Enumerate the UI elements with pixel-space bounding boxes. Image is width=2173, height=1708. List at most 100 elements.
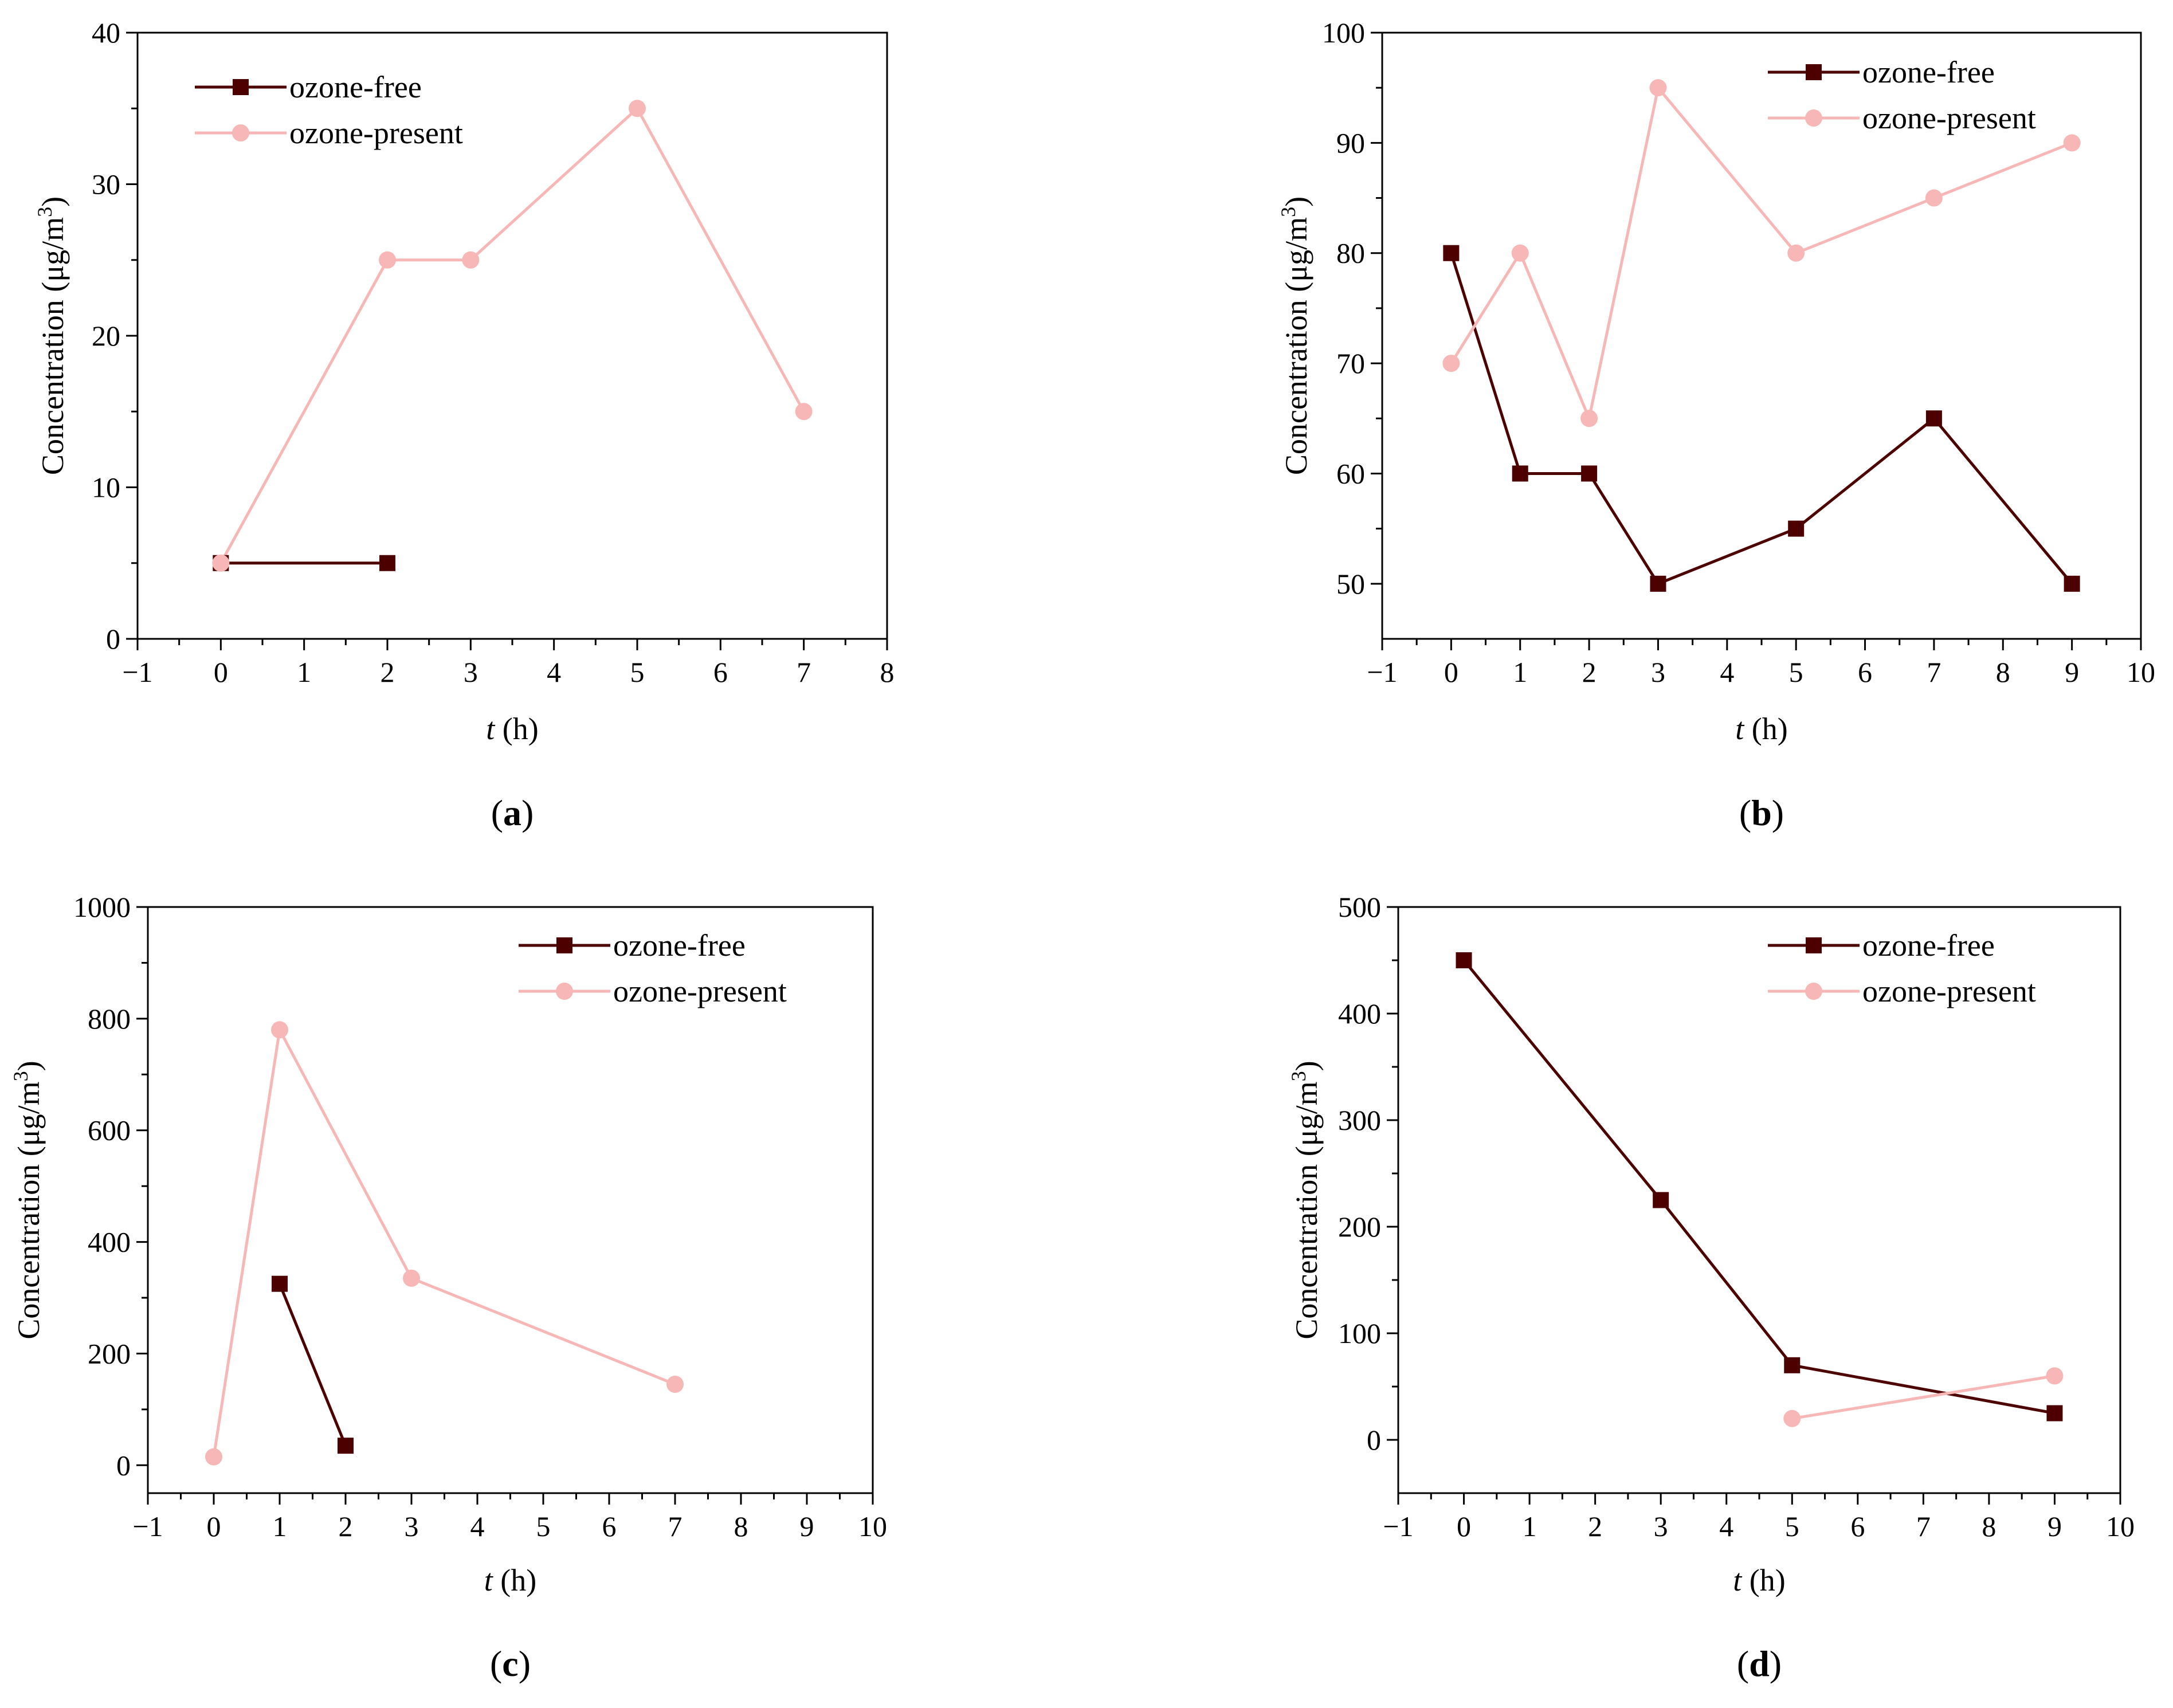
series-line-ozone-free [1449,252,2073,586]
legend-marker-ozone-present [556,983,573,1000]
y-axis-label-close: ) [1289,1061,1324,1071]
y-tick-label: 0 [1367,1424,1381,1456]
x-tick-label: 2 [1582,656,1597,688]
x-tick-label: −1 [122,656,152,688]
data-point-ozone-present [2063,134,2081,152]
x-tick-label: 9 [2048,1510,2062,1542]
x-tick-label: 6 [602,1510,617,1542]
series-line-ozone-present [219,106,805,564]
data-point-ozone-present [629,100,646,117]
panel-label: (d) [1737,1643,1782,1684]
x-tick-label: 1 [1513,656,1527,688]
x-tick-label: 3 [405,1510,419,1542]
data-point-ozone-free [2046,1405,2063,1422]
x-tick-label: 4 [470,1510,485,1542]
x-tick-label: 5 [536,1510,551,1542]
x-tick-label: 2 [381,656,395,688]
x-axis-label: t (h) [1733,1563,1785,1597]
data-point-ozone-free [1650,575,1666,592]
panel-label-open: ( [490,1643,502,1684]
x-axis-label-var: t [1733,1563,1743,1597]
x-axis-label-unit: (h) [495,712,538,746]
y-axis-label: Concentration (μg/m3) [1287,1061,1324,1339]
legend-label-ozone-present: ozone-present [1862,101,2036,135]
data-point-ozone-present [1580,410,1598,427]
data-point-ozone-free [1512,465,1528,482]
x-tick-label: 6 [1858,656,1872,688]
x-tick-label: 0 [1444,656,1458,688]
data-point-ozone-free [1784,1357,1801,1373]
x-tick-label: −1 [132,1510,163,1542]
panel-label-close: ) [519,1643,531,1684]
data-point-ozone-free [272,1275,288,1292]
data-point-ozone-present [212,554,230,572]
legend-label-ozone-present: ozone-present [289,116,463,150]
y-tick-label: 400 [1338,998,1381,1030]
x-axis-label: t (h) [1735,712,1787,746]
data-point-ozone-free [379,555,395,571]
x-tick-label: 1 [297,656,311,688]
y-tick-label: 200 [88,1337,131,1369]
y-axis-label-sup: 3 [9,1071,32,1081]
legend-marker-ozone-free [1806,937,1822,953]
x-axis-label: t (h) [484,1563,536,1597]
data-point-ozone-present [403,1269,420,1287]
x-tick-label: 3 [1651,656,1665,688]
legend-marker-ozone-present [1805,983,1822,1000]
x-tick-label: 9 [2065,656,2079,688]
x-tick-label: 4 [1719,1510,1733,1542]
x-tick-label: 8 [1982,1510,1996,1542]
y-tick-label: 600 [88,1114,131,1146]
y-tick-label: 100 [1338,1317,1381,1349]
y-tick-label: 60 [1336,457,1365,489]
panel-label-open: ( [1739,792,1751,833]
x-tick-label: 8 [880,656,895,688]
y-tick-label: 0 [106,623,120,655]
x-tick-label: 8 [734,1510,748,1542]
data-point-ozone-free [338,1438,354,1454]
x-tick-label: 9 [800,1510,814,1542]
x-tick-label: 1 [1523,1510,1537,1542]
x-axis-label: t (h) [486,712,538,746]
y-tick-label: 1000 [73,891,131,923]
y-axis-label-text: Concentration (μg/m [1289,1081,1324,1339]
y-tick-label: 10 [92,472,120,504]
y-tick-label: 0 [116,1449,131,1481]
data-point-ozone-present [1783,1409,1801,1427]
panel-label: (a) [491,792,534,833]
x-tick-label: 5 [1789,656,1803,688]
y-axis-label-sup: 3 [1277,207,1300,217]
panel-label-letter: a [503,792,521,833]
panel-label: (b) [1739,792,1784,833]
x-axis-label-var: t [484,1563,494,1597]
y-tick-label: 70 [1336,347,1365,379]
legend-marker-ozone-free [1806,64,1822,80]
x-tick-label: 3 [464,656,478,688]
panel-label-open: ( [1737,1643,1749,1684]
data-point-ozone-free [2064,575,2080,592]
chart-panel-b: −1 0 1 2 3 4 5 6 7 8 9 10 50 60 70 80 90 100 t (h) Concentr… [1277,17,2155,833]
data-point-ozone-present [205,1448,222,1466]
y-axis-label-text: Concentration (μg/m [1279,217,1313,475]
y-axis-label-sup: 3 [33,207,56,217]
y-tick-label: 400 [88,1226,131,1258]
x-axis-label-unit: (h) [1744,712,1787,746]
series-line-ozone-free [1462,959,2055,1415]
y-tick-label: 40 [92,17,120,49]
data-point-ozone-present [2046,1367,2064,1385]
data-point-ozone-free [1653,1192,1669,1208]
legend-marker-ozone-free [556,937,572,953]
x-tick-label: 7 [797,656,811,688]
legend-marker-ozone-free [233,79,249,95]
panel-label: (c) [490,1643,531,1684]
x-tick-label: 0 [214,656,228,688]
data-point-ozone-free [1443,245,1460,261]
x-tick-label: 3 [1654,1510,1668,1542]
y-axis-label-close: ) [1279,197,1313,207]
data-point-ozone-free [1925,410,1942,427]
x-tick-label: 5 [630,656,645,688]
legend-marker-ozone-present [232,124,249,142]
legend-label-ozone-present: ozone-present [613,974,787,1008]
x-tick-label: 10 [2106,1510,2135,1542]
